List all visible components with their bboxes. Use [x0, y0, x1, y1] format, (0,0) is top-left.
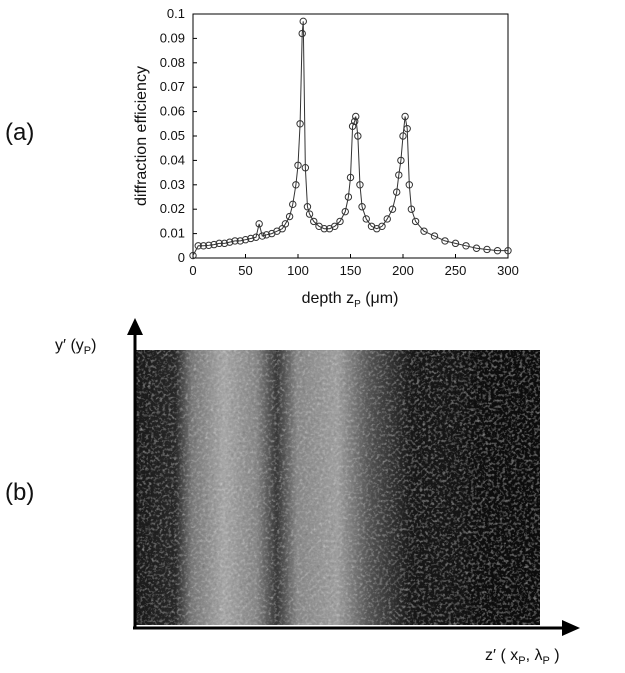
data-point: [281, 220, 290, 228]
data-point: [310, 217, 318, 226]
data-point: [403, 124, 411, 133]
y-tick-label: 0.03: [160, 177, 185, 192]
y-tick-label: 0.1: [167, 6, 185, 21]
x-tick-label: 100: [287, 263, 309, 278]
x-tick-label: 0: [189, 263, 196, 278]
data-point: [356, 181, 364, 189]
data-point: [352, 112, 360, 121]
data-point: [411, 217, 420, 226]
y-axis-label: y′ (yP): [55, 337, 96, 357]
data-point: [303, 203, 312, 211]
data-point: [344, 193, 353, 201]
x-tick-label: 300: [497, 263, 519, 278]
data-point: [255, 220, 263, 228]
data-point: [331, 222, 339, 230]
data-point: [430, 232, 439, 240]
data-point: [348, 122, 357, 130]
data-point: [199, 242, 208, 250]
data-point: [393, 188, 401, 196]
plot-frame: [192, 13, 509, 259]
data-point: [358, 203, 366, 211]
data-point: [194, 242, 202, 250]
data-point: [383, 215, 391, 223]
data-point: [231, 237, 239, 245]
data-point: [299, 17, 307, 26]
data-point: [395, 171, 403, 179]
data-point: [289, 200, 297, 209]
arrowhead: [562, 620, 580, 636]
data-point: [241, 236, 250, 244]
data-point: [336, 217, 344, 226]
data-point: [462, 242, 470, 250]
y-tick-label: 0: [178, 250, 185, 265]
data-point: [301, 164, 310, 172]
data-point: [320, 225, 328, 233]
data-point: [407, 205, 416, 213]
data-point: [346, 173, 355, 182]
x-tick-label: 150: [340, 263, 362, 278]
data-point: [226, 238, 234, 246]
data-point: [483, 245, 491, 254]
x-tick-label: 200: [392, 263, 414, 278]
data-point: [305, 210, 314, 218]
data-point: [401, 112, 409, 121]
data-point: [399, 132, 407, 140]
data-point: [258, 232, 266, 240]
y-axis-label: diffraction efficiency: [133, 66, 150, 206]
data-point: [420, 227, 428, 235]
image-texture: [135, 350, 540, 625]
panel-label: (b): [5, 479, 34, 506]
y-tick-label: 0.04: [160, 152, 185, 167]
data-point: [296, 120, 304, 128]
data-point: [205, 241, 213, 250]
data-point: [298, 29, 306, 38]
data-line: [192, 21, 508, 256]
data-point: [247, 234, 255, 243]
arrowhead: [127, 318, 143, 335]
data-point: [292, 181, 300, 189]
data-point: [285, 212, 294, 221]
y-tick-label: 0.06: [160, 104, 185, 119]
data-point: [220, 239, 229, 248]
data-point: [294, 161, 302, 169]
x-axis-label: depth zP (μm): [302, 290, 399, 310]
data-point: [210, 240, 218, 249]
y-tick-label: 0.08: [160, 55, 185, 70]
data-point: [504, 246, 512, 255]
data-point: [215, 239, 223, 248]
data-point: [236, 237, 244, 245]
data-point: [388, 205, 397, 213]
x-tick-label: 50: [238, 263, 252, 278]
data-point: [441, 237, 449, 245]
y-tick-label: 0.07: [160, 79, 185, 94]
image-panel: y′ (yP) z′ ( xP, λP ): [55, 318, 580, 667]
x-tick-label: 250: [445, 263, 467, 278]
data-point: [472, 244, 481, 252]
panel-label: (a): [5, 119, 34, 146]
y-tick-label: 0.05: [160, 128, 185, 143]
x-axis-label: z′ ( xP, λP ): [485, 647, 560, 667]
data-point: [341, 207, 349, 216]
data-point: [493, 246, 502, 255]
data-point: [189, 251, 197, 260]
data-point: [262, 231, 271, 239]
data-point: [362, 215, 370, 223]
data-point: [351, 117, 359, 126]
data-point: [378, 222, 386, 230]
data-point: [405, 181, 413, 189]
data-point: [397, 156, 405, 165]
y-tick-label: 0.09: [160, 30, 185, 45]
data-point: [354, 132, 362, 140]
y-tick-label: 0.02: [160, 201, 185, 216]
y-tick-label: 0.01: [160, 226, 185, 241]
data-point: [451, 239, 460, 248]
